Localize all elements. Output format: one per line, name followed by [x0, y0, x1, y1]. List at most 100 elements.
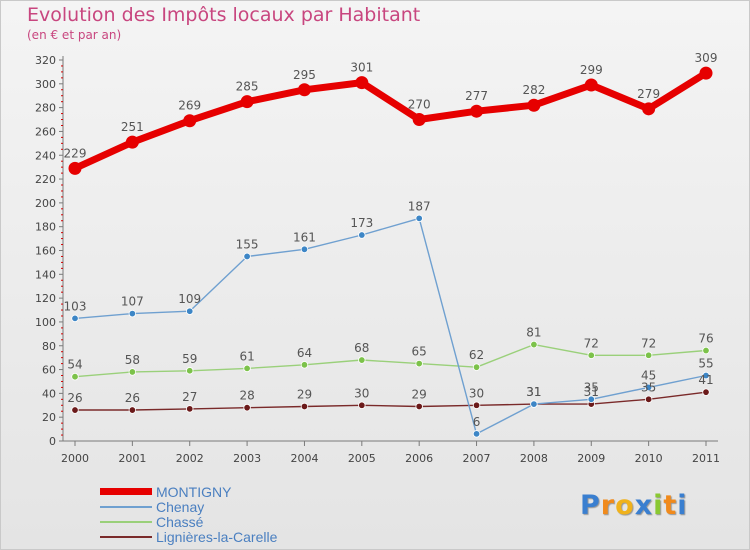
data-point [128, 309, 137, 318]
data-label: 29 [412, 387, 427, 401]
data-point [472, 401, 481, 409]
legend-item-chasse: Chassé [100, 514, 400, 530]
proxiti-logo: Proxiti [580, 490, 688, 521]
y-tick-label: 80 [42, 340, 56, 353]
y-tick-label: 320 [35, 54, 56, 67]
data-point [584, 78, 598, 92]
x-tick-label: 2007 [463, 452, 491, 465]
logo-letter: P [580, 490, 601, 521]
data-label: 279 [637, 87, 660, 101]
legend-label-lignieres: Lignières-la-Carelle [156, 529, 278, 545]
data-label: 251 [121, 120, 144, 134]
y-tick-label: 100 [35, 316, 56, 329]
series-line-1 [74, 217, 707, 435]
data-label: 161 [293, 230, 316, 244]
data-label: 62 [469, 348, 484, 362]
x-tick-label: 2002 [176, 452, 204, 465]
data-point [71, 373, 79, 381]
data-label: 295 [293, 68, 316, 82]
series-line-0 [71, 69, 710, 172]
data-label: 299 [580, 63, 603, 77]
data-label: 309 [695, 51, 718, 65]
data-point [243, 252, 251, 261]
data-label: 31 [584, 385, 599, 399]
y-tick-label: 280 [35, 102, 56, 115]
chart-subtitle: (en € et par an) [27, 28, 122, 42]
data-point [128, 406, 137, 414]
data-point [415, 359, 423, 368]
data-label: 31 [526, 385, 541, 399]
data-point [412, 113, 426, 127]
data-point [355, 76, 369, 90]
y-tick-label: 20 [42, 411, 56, 424]
y-tick-label: 240 [35, 149, 56, 162]
data-label: 65 [412, 345, 427, 359]
data-point [644, 395, 653, 404]
data-point [183, 114, 197, 128]
y-tick-label: 300 [35, 78, 56, 91]
data-point [71, 406, 79, 414]
data-point [297, 83, 311, 97]
data-point [644, 383, 653, 392]
data-point [300, 361, 309, 369]
data-point [527, 98, 541, 112]
y-tick-label: 0 [49, 435, 56, 448]
data-label: 173 [350, 216, 373, 230]
y-tick-label: 40 [42, 387, 56, 400]
x-tick-label: 2005 [348, 452, 376, 465]
y-tick-label: 160 [35, 245, 56, 258]
data-label: 277 [465, 89, 488, 103]
data-point [68, 161, 82, 175]
x-tick-label: 2011 [692, 452, 720, 465]
x-tick-label: 2000 [61, 452, 89, 465]
data-label: 155 [236, 237, 259, 251]
data-point [702, 346, 710, 355]
data-point [186, 307, 194, 315]
y-tick-label: 140 [35, 268, 56, 281]
data-point [530, 340, 538, 349]
data-label: 41 [698, 373, 713, 387]
data-point [300, 402, 309, 411]
data-label: 81 [526, 326, 541, 340]
data-label: 29 [297, 387, 312, 401]
data-label: 35 [584, 380, 599, 394]
data-label: 282 [522, 83, 545, 97]
legend-item-lignieres: Lignières-la-Carelle [100, 529, 400, 545]
legend-swatch-lignieres [100, 536, 152, 538]
data-point [240, 95, 254, 109]
data-point [530, 400, 538, 408]
data-label: 58 [125, 353, 140, 367]
y-tick-label: 200 [35, 197, 56, 210]
y-tick-label: 60 [42, 364, 56, 377]
legend-label-montigny: MONTIGNY [156, 484, 232, 500]
data-point [358, 356, 366, 364]
data-point [128, 368, 137, 376]
x-tick-label: 2010 [635, 452, 663, 465]
data-point [243, 364, 251, 373]
data-label: 45 [641, 368, 656, 382]
data-point [243, 403, 251, 412]
data-label: 68 [354, 341, 369, 355]
data-point [702, 371, 710, 380]
data-label: 285 [236, 80, 259, 94]
data-point [472, 363, 481, 371]
data-point [587, 395, 595, 404]
data-label: 59 [182, 352, 197, 366]
data-label: 27 [182, 390, 197, 404]
logo-letter: i [677, 490, 688, 521]
data-label: 64 [297, 346, 312, 360]
data-label: 269 [178, 99, 201, 113]
data-point [186, 405, 194, 413]
y-tick-label: 180 [35, 221, 56, 234]
data-label: 107 [121, 295, 144, 309]
data-point [699, 66, 713, 80]
data-label: 6 [473, 415, 481, 429]
data-label: 103 [64, 299, 87, 313]
data-label: 30 [469, 386, 484, 400]
legend-swatch-chenay [100, 506, 152, 508]
data-label: 26 [125, 391, 140, 405]
data-label: 229 [64, 146, 87, 160]
y-tick-label: 120 [35, 292, 56, 305]
data-label: 31 [526, 385, 541, 399]
